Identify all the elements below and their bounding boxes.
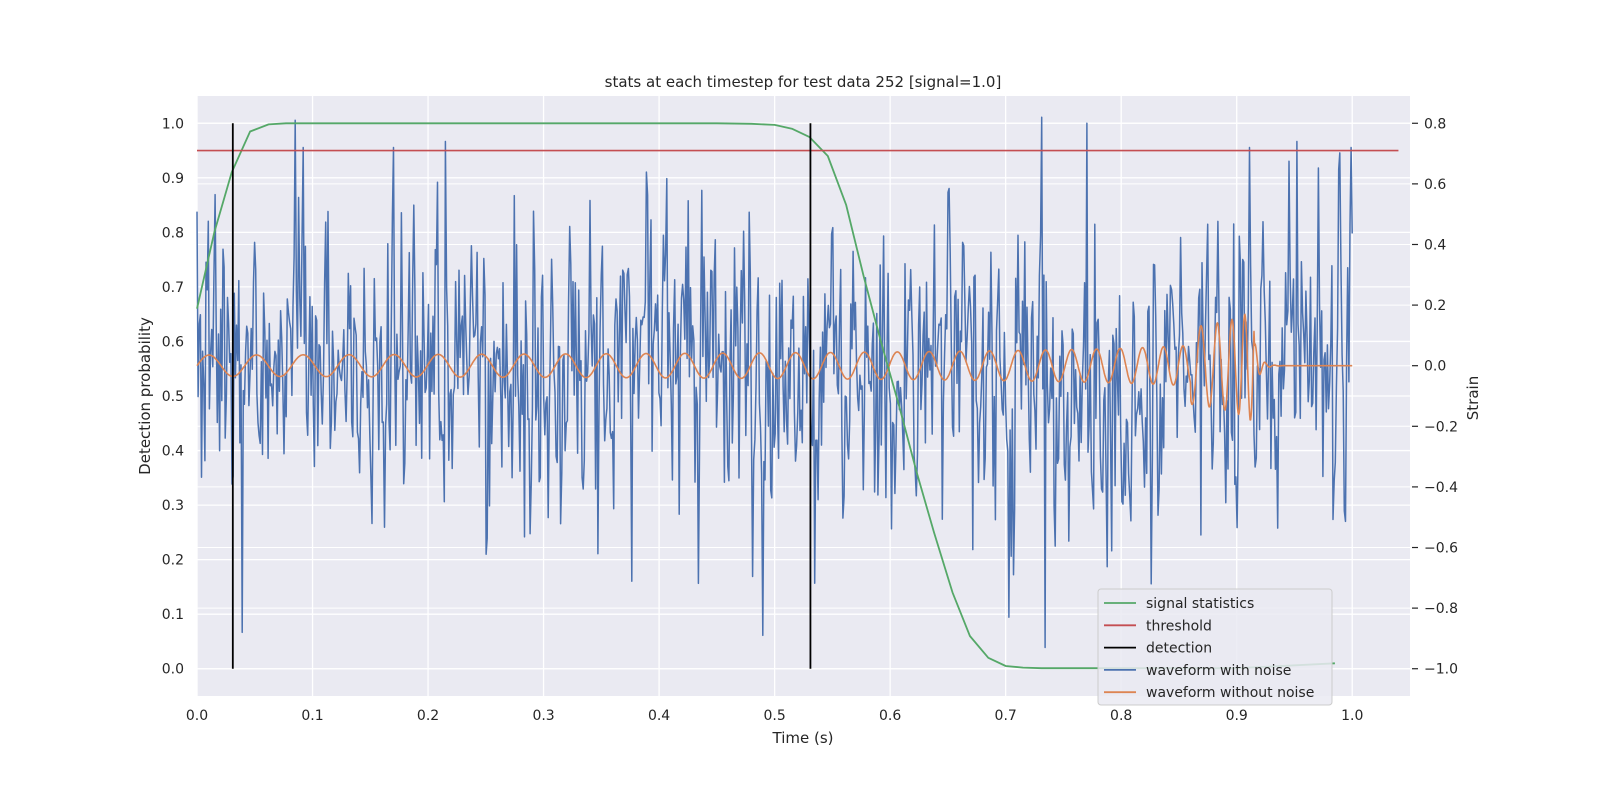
waveform-without-noise-layer (196, 313, 1353, 421)
y-tick-labels: 0.0 0.1 0.2 0.3 0.4 0.5 0.6 0.7 0.8 0.9 1.0 (162, 116, 184, 677)
y-axis-label: Detection probability (136, 317, 154, 475)
legend-entry: waveform with noise (1146, 663, 1291, 679)
y-tick-label: 0.4 (162, 444, 184, 460)
x-axis-label: Time (s) (772, 729, 834, 747)
x-tick-label: 0.3 (532, 708, 554, 724)
legend-entry: signal statistics (1146, 596, 1254, 612)
y2-tick-label: 0.8 (1424, 116, 1446, 132)
y2-tick-label: −1.0 (1424, 662, 1458, 678)
y2-tick-label: 0.4 (1424, 237, 1446, 253)
y-tick-label: 0.6 (162, 334, 184, 350)
y2-tick-label: 0.2 (1424, 298, 1446, 314)
y2-tick-label: −0.2 (1424, 419, 1458, 435)
legend-entry: detection (1146, 641, 1212, 657)
y2-tick-label: −0.4 (1424, 480, 1458, 496)
legend: signal statistics threshold detection wavef… (1097, 588, 1333, 706)
waveform-with-noise-layer (196, 116, 1353, 649)
x-tick-label: 0.6 (879, 708, 901, 724)
y-tick-label: 0.3 (162, 498, 184, 514)
waveform-with-noise-line (196, 116, 1353, 649)
x-tick-label: 1.0 (1341, 708, 1363, 724)
y-tick-label: 0.9 (162, 171, 184, 187)
y-tick-label: 0.5 (162, 389, 184, 405)
x-tick-labels: 0.0 0.1 0.2 0.3 0.4 0.5 0.6 0.7 0.8 0.9 1.0 (186, 708, 1364, 724)
signal-statistics-line (196, 122, 1335, 670)
y2-tick-label: 0.0 (1424, 359, 1446, 375)
x-tick-label: 0.9 (1226, 708, 1248, 724)
detection-layer (231, 123, 812, 669)
y2-axis-label: Strain (1464, 376, 1482, 420)
y2-tick-label: −0.6 (1424, 541, 1458, 557)
chart-title: stats at each timestep for test data 252… (605, 73, 1002, 91)
waveform-without-noise-line (196, 313, 1353, 421)
x-tick-label: 0.4 (648, 708, 670, 724)
y2-tick-labels: −1.0 −0.8 −0.6 −0.4 −0.2 0.0 0.2 0.4 0.6 0.8 (1412, 116, 1458, 678)
legend-box (1097, 588, 1333, 706)
x-tick-label: 0.0 (186, 708, 208, 724)
legend-entry: waveform without noise (1146, 685, 1314, 701)
x-tick-label: 0.2 (417, 708, 439, 724)
legend-entry: threshold (1146, 618, 1212, 634)
y2-tick-label: −0.8 (1424, 601, 1458, 617)
x-tick-label: 0.1 (301, 708, 323, 724)
y-tick-label: 0.1 (162, 607, 184, 623)
x-tick-label: 0.5 (763, 708, 785, 724)
y-tick-label: 1.0 (162, 116, 184, 132)
x-tick-label: 0.7 (995, 708, 1017, 724)
signal-statistics-layer (196, 122, 1335, 670)
y-tick-label: 0.7 (162, 280, 184, 296)
y2-tick-label: 0.6 (1424, 177, 1446, 193)
y-tick-label: 0.2 (162, 553, 184, 569)
y-tick-label: 0.8 (162, 225, 184, 241)
x-tick-label: 0.8 (1110, 708, 1132, 724)
y-tick-label: 0.0 (162, 662, 184, 678)
